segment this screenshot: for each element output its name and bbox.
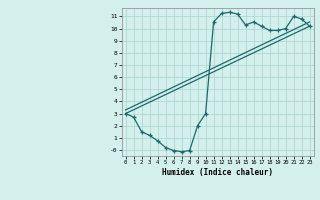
X-axis label: Humidex (Indice chaleur): Humidex (Indice chaleur) <box>162 168 273 177</box>
